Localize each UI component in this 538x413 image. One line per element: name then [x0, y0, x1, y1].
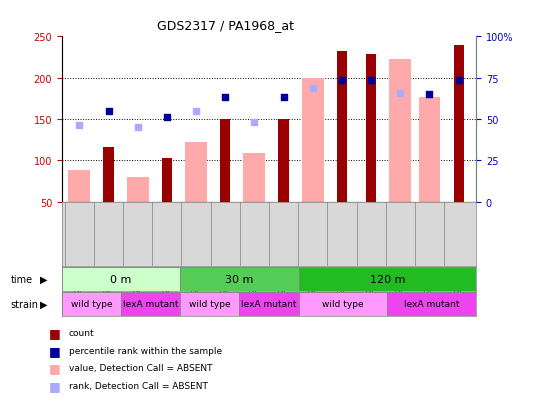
Bar: [239, 292, 299, 316]
Bar: [387, 292, 476, 316]
Bar: [302, 78, 324, 202]
Point: [250, 120, 259, 126]
Point: [279, 94, 288, 101]
Text: rank, Detection Call = ABSENT: rank, Detection Call = ABSENT: [69, 381, 208, 390]
Point: [454, 78, 463, 84]
Text: lexA mutant: lexA mutant: [123, 299, 179, 309]
Point: [367, 78, 376, 84]
Point: [425, 92, 434, 98]
Bar: [419, 97, 441, 202]
Text: ■: ■: [48, 361, 60, 375]
Bar: [454, 45, 464, 202]
Text: wild type: wild type: [322, 299, 364, 309]
Bar: [162, 159, 172, 202]
Text: 0 m: 0 m: [110, 274, 132, 284]
Text: time: time: [11, 274, 33, 284]
Bar: [127, 178, 148, 202]
Bar: [62, 267, 180, 291]
Bar: [366, 55, 376, 202]
Bar: [68, 171, 90, 202]
Point: [75, 122, 84, 129]
Text: wild type: wild type: [70, 299, 112, 309]
Bar: [121, 292, 180, 316]
Bar: [180, 267, 299, 291]
Text: GDS2317 / PA1968_at: GDS2317 / PA1968_at: [158, 19, 294, 31]
Point: [396, 91, 405, 97]
Text: percentile rank within the sample: percentile rank within the sample: [69, 346, 222, 355]
Text: ■: ■: [48, 379, 60, 392]
Bar: [299, 267, 476, 291]
Text: lexA mutant: lexA mutant: [404, 299, 459, 309]
Point: [192, 108, 200, 115]
Bar: [103, 148, 114, 202]
Bar: [390, 60, 411, 202]
Text: count: count: [69, 328, 95, 337]
Bar: [337, 52, 347, 202]
Bar: [244, 154, 265, 202]
Point: [221, 94, 230, 101]
Text: 120 m: 120 m: [370, 274, 405, 284]
Text: lexA mutant: lexA mutant: [241, 299, 297, 309]
Text: strain: strain: [11, 299, 39, 309]
Bar: [180, 292, 239, 316]
Bar: [299, 292, 387, 316]
Point: [162, 115, 171, 121]
Point: [133, 124, 142, 131]
Bar: [185, 143, 207, 202]
Bar: [220, 120, 230, 202]
Point: [338, 78, 346, 84]
Point: [104, 108, 113, 115]
Text: wild type: wild type: [189, 299, 231, 309]
Bar: [62, 292, 121, 316]
Text: ▶: ▶: [40, 299, 48, 309]
Text: ■: ■: [48, 326, 60, 339]
Text: value, Detection Call = ABSENT: value, Detection Call = ABSENT: [69, 363, 213, 373]
Text: ■: ■: [48, 344, 60, 357]
Point: [308, 86, 317, 93]
Bar: [279, 120, 289, 202]
Text: ▶: ▶: [40, 274, 48, 284]
Text: 30 m: 30 m: [225, 274, 253, 284]
